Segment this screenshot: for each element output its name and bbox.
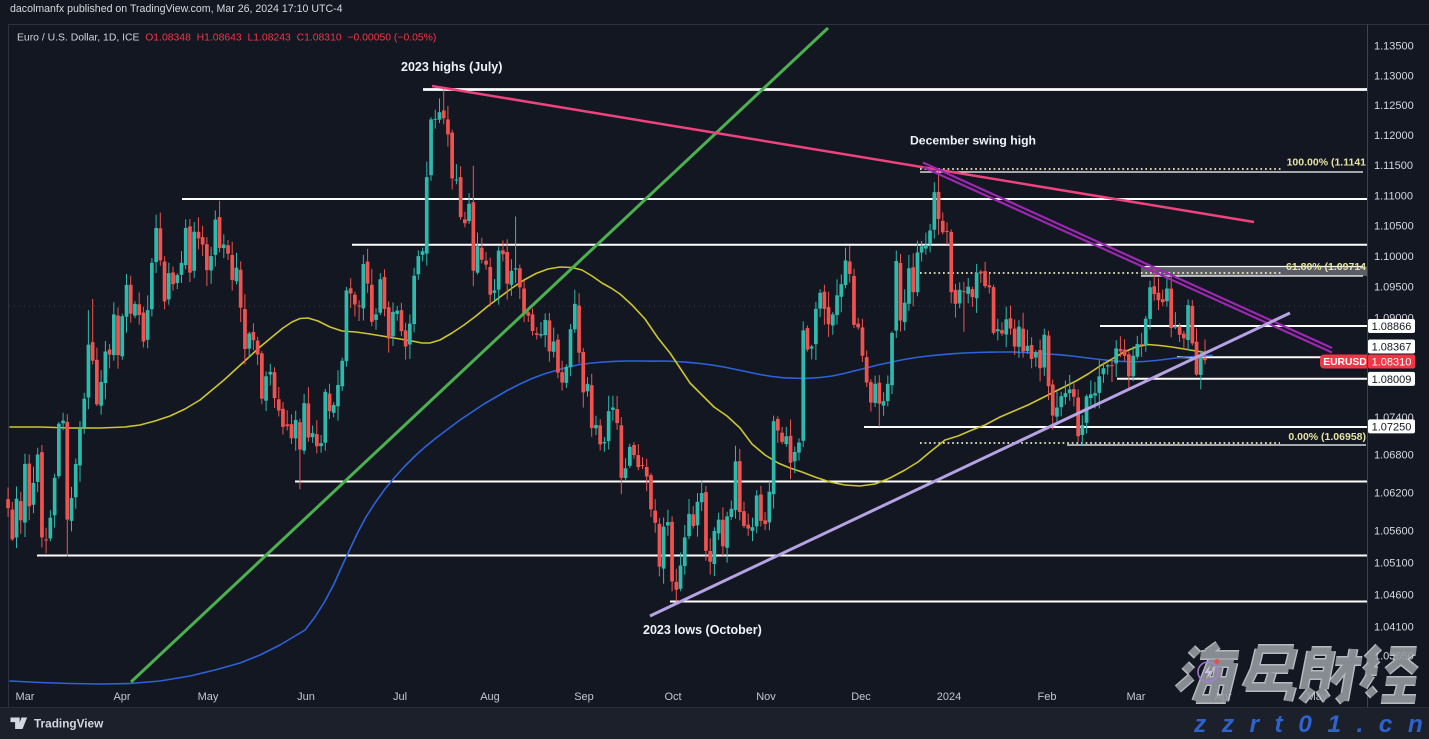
- svg-text:1.11500: 1.11500: [1374, 160, 1413, 172]
- svg-text:Jul: Jul: [393, 691, 407, 703]
- svg-text:1.04600: 1.04600: [1374, 589, 1414, 601]
- svg-text:Apr: Apr: [113, 691, 130, 703]
- svg-text:1.06200: 1.06200: [1374, 487, 1414, 499]
- svg-text:1.08866: 1.08866: [1372, 321, 1412, 333]
- svg-text:Oct: Oct: [664, 691, 681, 703]
- svg-text:Jun: Jun: [297, 691, 315, 703]
- svg-text:2023 highs (July): 2023 highs (July): [401, 60, 502, 74]
- svg-text:1.04100: 1.04100: [1374, 622, 1414, 634]
- svg-text:1.09500: 1.09500: [1374, 282, 1414, 294]
- svg-text:100.00% (1.1141: 100.00% (1.1141: [1287, 157, 1367, 169]
- svg-text:1.08310: 1.08310: [1372, 357, 1412, 369]
- svg-text:zzrt01.cn: zzrt01.cn: [1193, 711, 1429, 738]
- svg-text:0.00% (1.06958): 0.00% (1.06958): [1288, 431, 1366, 443]
- svg-text:Sep: Sep: [574, 691, 594, 703]
- svg-text:1.08367: 1.08367: [1372, 342, 1412, 354]
- svg-text:December swing high: December swing high: [910, 134, 1036, 148]
- svg-text:Aug: Aug: [480, 691, 500, 703]
- svg-text:EURUSD: EURUSD: [1323, 357, 1366, 368]
- svg-text:1.05600: 1.05600: [1374, 525, 1414, 537]
- svg-text:dacolmanfx published on Tradin: dacolmanfx published on TradingView.com,…: [10, 3, 343, 15]
- svg-text:1.06800: 1.06800: [1374, 450, 1414, 462]
- svg-text:1.13500: 1.13500: [1374, 41, 1414, 53]
- svg-text:Mar: Mar: [16, 691, 35, 703]
- svg-text:1.12500: 1.12500: [1374, 100, 1414, 112]
- svg-text:61.80% (1.09714: 61.80% (1.09714: [1286, 261, 1366, 273]
- svg-text:2023 lows (October): 2023 lows (October): [643, 623, 762, 637]
- svg-text:2024: 2024: [937, 691, 961, 703]
- svg-text:Feb: Feb: [1038, 691, 1057, 703]
- svg-text:Nov: Nov: [756, 691, 776, 703]
- svg-text:1.12000: 1.12000: [1374, 130, 1414, 142]
- svg-text:TradingView: TradingView: [34, 717, 104, 731]
- svg-text:Euro / U.S. Dollar, 1D, ICE O: Euro / U.S. Dollar, 1D, ICE O1.08348 H1.…: [17, 33, 436, 44]
- svg-text:1.07250: 1.07250: [1372, 421, 1412, 433]
- svg-text:1.10500: 1.10500: [1374, 221, 1414, 233]
- svg-text:1.05100: 1.05100: [1374, 557, 1414, 569]
- svg-text:Dec: Dec: [851, 691, 871, 703]
- svg-text:1.13000: 1.13000: [1374, 70, 1414, 82]
- svg-text:1.11000: 1.11000: [1374, 190, 1413, 202]
- svg-text:1.10000: 1.10000: [1374, 251, 1414, 263]
- svg-text:May: May: [198, 691, 219, 703]
- svg-text:Mar: Mar: [1127, 691, 1146, 703]
- svg-text:1.08009: 1.08009: [1372, 374, 1412, 386]
